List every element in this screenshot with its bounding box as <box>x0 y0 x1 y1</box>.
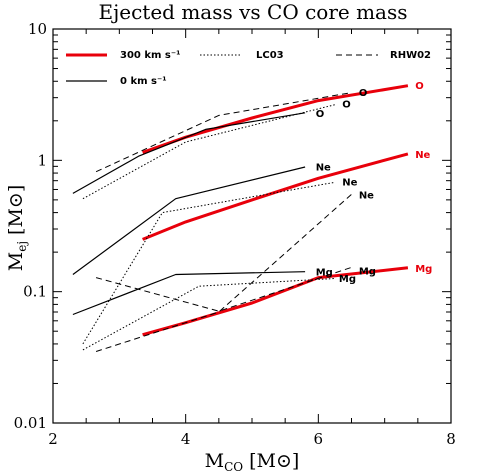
series-annotation-mg: Mg <box>316 267 333 278</box>
y-axis-label: Mej [M⊙] <box>5 185 29 272</box>
legend: 300 km s⁻¹ LC03 RHW02 0 km s⁻¹ <box>66 50 431 87</box>
series-line-thick-red-o <box>142 84 409 154</box>
x-tick-label: 2 <box>48 430 58 448</box>
y-axis-subscript: ej <box>15 241 29 252</box>
series-annotation-mg: Mg <box>415 264 432 275</box>
series-annotation-ne: Ne <box>342 177 357 188</box>
legend-label-300: 300 km s⁻¹ <box>120 50 181 61</box>
series-line-dotted-ne <box>82 181 335 345</box>
series-line-dashed-ne <box>95 194 352 352</box>
y-tick-label: 10 <box>28 20 47 38</box>
series-annotation-ne: Ne <box>415 150 430 161</box>
y-axis-symbol: M <box>5 252 27 271</box>
x-tick-label: 6 <box>314 430 324 448</box>
series-line-dashed-o <box>95 92 352 173</box>
x-axis-subscript: CO <box>224 460 243 474</box>
legend-label-rhw02: RHW02 <box>390 50 431 61</box>
series-annotation-mg: Mg <box>359 266 376 277</box>
series-line-dashed-mg <box>95 266 352 312</box>
series-line-thick-red-ne <box>142 152 409 241</box>
y-tick-label: 1 <box>37 151 47 169</box>
series-annotation-o: O <box>359 88 368 99</box>
legend-label-lc03: LC03 <box>256 50 284 61</box>
axis-ticks <box>52 29 452 424</box>
y-tick-label: 0.01 <box>14 414 47 432</box>
chart-title: Ejected mass vs CO core mass <box>98 0 407 24</box>
series-annotation-ne: Ne <box>316 162 331 173</box>
legend-label-0: 0 km s⁻¹ <box>120 76 167 87</box>
x-tick-label: 4 <box>181 430 191 448</box>
x-tick-label: 8 <box>446 430 456 448</box>
y-axis-unit: [M⊙] <box>5 185 27 235</box>
x-axis-label: MCO [M⊙] <box>205 450 300 474</box>
series-line-dotted-mg <box>82 278 335 351</box>
series-annotation-o: O <box>342 100 351 111</box>
series-line-solid-ne <box>72 166 306 275</box>
series-line-solid-o <box>72 112 306 194</box>
series-annotation-mg: Mg <box>339 274 356 285</box>
y-tick-label: 0.1 <box>23 283 47 301</box>
series-annotation-o: O <box>415 81 424 92</box>
series-annotation-ne: Ne <box>359 190 374 201</box>
tick-labels: 2 4 6 8 0.01 0.1 1 10 <box>14 20 456 448</box>
series-line-thick-red-mg <box>142 266 409 337</box>
series-line-solid-mg <box>72 271 306 316</box>
x-axis-symbol: M <box>205 450 224 472</box>
series-layer <box>72 84 409 352</box>
series-annotation-o: O <box>316 109 325 120</box>
series-line-dotted-o <box>82 104 336 200</box>
x-axis-unit: [M⊙] <box>249 450 299 472</box>
